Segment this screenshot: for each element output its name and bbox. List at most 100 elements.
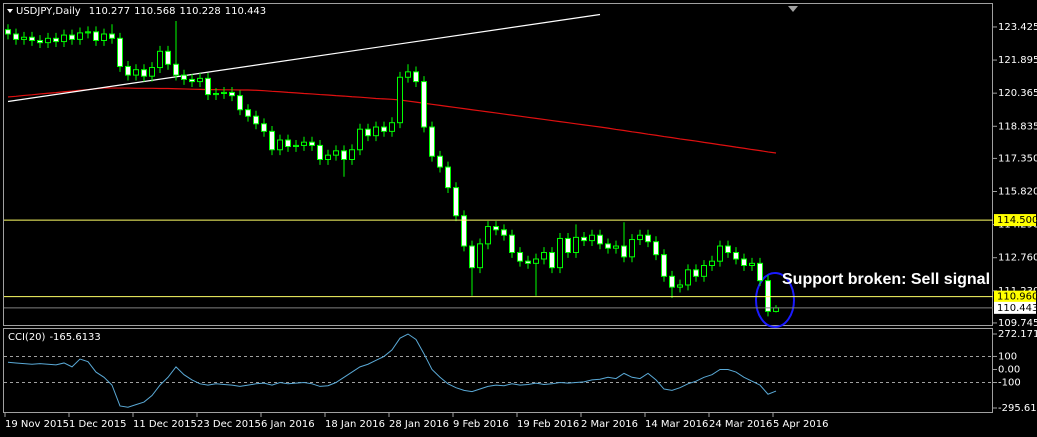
highlight-ellipse — [755, 272, 795, 328]
x-tick-label: 2 Mar 2016 — [581, 419, 638, 430]
candle-body — [317, 144, 323, 160]
candle-body — [333, 150, 339, 156]
header-value: 110.228 — [179, 6, 220, 17]
shift-marker — [788, 6, 798, 12]
candle-body — [141, 69, 147, 77]
candle-body — [149, 67, 155, 77]
candle-body — [373, 126, 379, 137]
indicator-title: CCI(20) — [8, 332, 46, 343]
x-tick-label: 24 Mar 2016 — [709, 419, 772, 430]
candle-body — [101, 33, 107, 41]
candle-body — [749, 262, 755, 267]
candle-body — [765, 280, 771, 312]
cci-line — [7, 333, 777, 408]
candle-body — [725, 245, 731, 254]
candle-body — [733, 252, 739, 260]
y-tick-label: 117.350 — [998, 153, 1037, 164]
candle-body — [309, 141, 315, 146]
candle-body — [53, 37, 59, 43]
x-tick-label: 9 Feb 2016 — [453, 419, 509, 430]
candle-body — [213, 92, 219, 96]
candle-body — [277, 139, 283, 151]
candle-body — [133, 69, 139, 76]
y-tick-label: 123.425 — [998, 22, 1037, 33]
y-tick-label: 115.820 — [998, 187, 1037, 198]
candle-body — [605, 243, 611, 249]
candle-body — [45, 37, 51, 44]
candle-body — [269, 130, 275, 151]
y-tick-label: 0.00 — [998, 364, 1020, 375]
candle-body — [565, 237, 571, 254]
x-tick-label: 18 Jan 2016 — [325, 419, 385, 430]
level-box — [994, 301, 1036, 314]
level-box — [994, 214, 1036, 227]
candle-body — [629, 239, 635, 258]
y-tick-label: 109.745 — [998, 318, 1037, 329]
header-value: 110.568 — [134, 6, 175, 17]
candle-body — [517, 252, 523, 262]
y-tick-label: 118.835 — [998, 121, 1037, 132]
candle-body — [29, 36, 35, 41]
y-tick-label: 100 — [998, 351, 1017, 362]
candle-body — [429, 126, 435, 157]
header-value: 110.443 — [225, 6, 266, 17]
candle-body — [341, 150, 347, 160]
candle-body — [221, 91, 227, 94]
level-label: 110.443 — [997, 303, 1037, 314]
candle-body — [693, 269, 699, 277]
candle-body — [325, 154, 331, 160]
candle-body — [157, 50, 163, 69]
candle-body — [709, 260, 715, 267]
candle-body — [397, 76, 403, 124]
level-label: 110.960 — [997, 292, 1037, 303]
annotation: Support broken: Sell signal — [782, 271, 990, 288]
candle-body — [701, 265, 707, 277]
candle-body — [669, 275, 675, 288]
candle-body — [13, 33, 19, 40]
candle-body — [685, 269, 691, 286]
level-box — [994, 290, 1036, 303]
candle-body — [229, 91, 235, 97]
candle-body — [197, 77, 203, 83]
candle-body — [365, 128, 371, 137]
candle-body — [245, 109, 251, 117]
candle-body — [677, 284, 683, 288]
candle-body — [85, 31, 91, 34]
indicator-frame — [3, 328, 993, 413]
candle-body — [597, 234, 603, 245]
header-value: 110.277 — [89, 6, 130, 17]
candle-body — [661, 254, 667, 277]
x-tick-label: 14 Mar 2016 — [645, 419, 708, 430]
candle-body — [469, 245, 475, 269]
moving-average — [7, 87, 777, 154]
candle-body — [61, 34, 67, 43]
candle-body — [189, 78, 195, 83]
candle-body — [293, 144, 299, 148]
x-tick-label: 23 Dec 2015 — [197, 419, 261, 430]
candle-body — [285, 139, 291, 148]
candle-body — [437, 155, 443, 168]
candle-body — [109, 33, 115, 39]
candle-body — [621, 245, 627, 258]
candle-body — [389, 122, 395, 132]
candle-body — [173, 63, 179, 76]
candle-body — [77, 32, 83, 40]
candle-body — [485, 226, 491, 245]
candle-body — [573, 236, 579, 254]
candle-body — [253, 115, 259, 125]
candle-body — [773, 307, 779, 312]
menu-arrow[interactable] — [7, 9, 13, 13]
candle-body — [421, 81, 427, 128]
candle-body — [21, 36, 27, 40]
candle-body — [741, 258, 747, 267]
candle-body — [501, 229, 507, 236]
x-tick-label: 5 Apr 2016 — [773, 419, 828, 430]
chart-title: USDJPY,Daily — [16, 6, 81, 17]
candle-body — [37, 39, 43, 44]
candle-body — [493, 226, 499, 231]
x-tick-label: 11 Dec 2015 — [133, 419, 197, 430]
candle-body — [557, 237, 563, 269]
